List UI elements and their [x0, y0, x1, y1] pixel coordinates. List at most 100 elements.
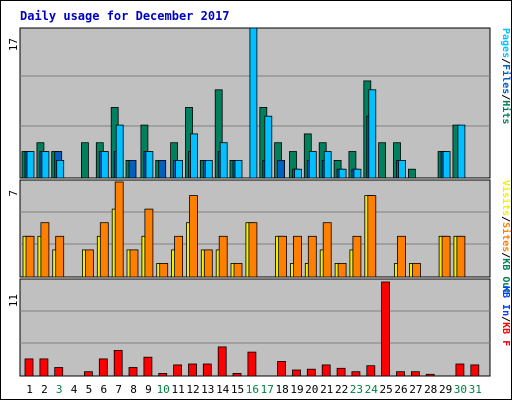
- x-label-day-8: 8: [130, 383, 137, 396]
- bottom-bar-kb-f-day-19: [292, 369, 301, 377]
- top-legend-part: Hits: [500, 100, 512, 124]
- middle-legend-part: Sites: [500, 222, 512, 252]
- bottom-panel-gridlines: [20, 310, 490, 344]
- top-legend-part: /: [500, 58, 511, 64]
- bottom-bar-kb-f-day-30: [455, 363, 465, 377]
- top-bar-pages-day-9: [145, 151, 154, 179]
- x-label-day-26: 26: [394, 383, 407, 396]
- x-label-day-14: 14: [216, 383, 230, 396]
- top-panel-bars: [21, 27, 466, 179]
- middle-bar-sites-day-12: [189, 195, 198, 278]
- top-bar-pages-day-19: [294, 168, 302, 179]
- bottom-bar-kb-f-day-1: [24, 358, 34, 377]
- x-label-day-11: 11: [171, 383, 184, 396]
- top-bar-pages-day-3: [56, 159, 65, 179]
- x-label-day-15: 15: [231, 383, 244, 396]
- x-label-day-2: 2: [41, 383, 48, 396]
- top-legend-part: /: [500, 94, 511, 100]
- middle-bar-sites-day-1: [25, 235, 35, 278]
- middle-bar-sites-day-3: [55, 235, 65, 278]
- top-bar-pages-day-17: [264, 115, 273, 179]
- middle-bar-sites-day-10: [159, 262, 169, 278]
- top-axis-legend: Pages/Files/Hits: [500, 28, 512, 124]
- middle-bar-sites-day-15: [233, 262, 243, 278]
- x-label-day-9: 9: [145, 383, 152, 396]
- x-label-day-17: 17: [261, 383, 274, 396]
- x-label-day-31: 31: [469, 383, 482, 396]
- top-bar-pages-day-7: [115, 124, 124, 179]
- middle-bar-sites-day-27: [411, 262, 421, 278]
- bottom-legend-part: KB F: [500, 322, 511, 346]
- top-bar-pages-day-22: [338, 168, 347, 179]
- top-bar-pages-day-20: [308, 151, 317, 179]
- bottom-legend-part: KB In: [500, 286, 511, 316]
- bottom-bar-kb-f-day-8: [128, 367, 138, 377]
- top-bar-pages-day-14: [219, 142, 228, 179]
- middle-legend-part: Visits: [500, 180, 512, 216]
- x-label-day-19: 19: [290, 383, 303, 396]
- middle-bar-sites-day-5: [85, 249, 94, 278]
- top-bar-pages-day-24: [368, 89, 377, 179]
- bottom-bar-kb-f-day-3: [54, 367, 64, 377]
- bottom-bar-kb-f-day-16: [247, 351, 257, 377]
- bottom-bar-kb-f-day-24: [366, 365, 376, 377]
- x-label-day-27: 27: [409, 383, 422, 396]
- middle-bar-sites-day-26: [397, 235, 406, 278]
- middle-bar-sites-day-11: [174, 235, 184, 278]
- bottom-panel-bars: [24, 281, 480, 377]
- bottom-bar-kb-f-day-18: [277, 361, 287, 377]
- x-label-day-10: 10: [157, 383, 170, 396]
- x-label-day-18: 18: [275, 383, 288, 396]
- x-label-day-25: 25: [379, 383, 392, 396]
- middle-ymax-label: 7: [7, 190, 20, 197]
- bottom-bar-kb-f-day-31: [470, 364, 480, 377]
- bottom-bar-kb-f-day-15: [232, 372, 242, 377]
- x-label-day-12: 12: [186, 383, 199, 396]
- bottom-bar-kb-f-day-25: [381, 281, 391, 377]
- top-bar-files-day-18: [277, 159, 286, 179]
- bottom-bar-kb-f-day-26: [396, 371, 405, 377]
- top-bar-pages-day-30: [457, 124, 466, 179]
- bottom-bar-kb-f-day-13: [202, 363, 212, 377]
- bottom-ymax-label: 11: [7, 294, 20, 307]
- bottom-bar-kb-f-day-10: [158, 372, 168, 377]
- chart-title: Daily usage for December 2017: [20, 9, 230, 23]
- x-label-day-7: 7: [115, 383, 122, 396]
- middle-bar-sites-day-29: [441, 235, 451, 278]
- middle-bar-sites-day-19: [293, 235, 302, 278]
- x-label-day-16: 16: [246, 383, 259, 396]
- top-bar-files-day-10: [158, 159, 167, 179]
- top-bar-pages-day-21: [323, 151, 332, 179]
- middle-bar-sites-day-7: [114, 181, 124, 278]
- x-label-day-29: 29: [439, 383, 452, 396]
- middle-bar-sites-day-24: [367, 195, 377, 278]
- top-bar-pages-day-13: [204, 159, 213, 179]
- middle-bar-sites-day-21: [322, 222, 332, 278]
- bottom-bar-kb-f-day-7: [113, 349, 123, 377]
- middle-bar-sites-day-16: [248, 222, 258, 278]
- middle-bar-sites-day-8: [129, 249, 139, 278]
- x-axis-day-labels: 1 2 3 4 5 6 7 8 9 10 11 12 13 14 15 16 17 18 19 20 21 22 23 24 2…: [26, 383, 482, 396]
- middle-bar-sites-day-14: [218, 235, 228, 278]
- top-bar-hits-day-25: [378, 142, 387, 179]
- top-ymax-label: 17: [7, 38, 20, 51]
- middle-bar-sites-day-13: [203, 249, 213, 278]
- x-label-day-23: 23: [350, 383, 363, 396]
- bottom-bar-kb-f-day-28: [425, 373, 435, 377]
- middle-bar-sites-day-22: [337, 262, 347, 278]
- top-bar-files-day-8: [128, 159, 137, 179]
- x-label-day-30: 30: [454, 383, 467, 396]
- top-bar-pages-day-26: [398, 159, 406, 179]
- top-bar-pages-day-29: [442, 151, 451, 179]
- middle-panel-bars: [22, 181, 466, 278]
- top-bar-pages-day-23: [353, 168, 362, 179]
- top-bar-pages-day-16: [249, 27, 258, 179]
- top-bar-hits-day-27: [407, 168, 416, 179]
- middle-legend-part: /: [500, 252, 511, 258]
- bottom-bar-kb-f-day-27: [410, 371, 420, 377]
- middle-bar-sites-day-2: [40, 222, 50, 278]
- middle-bar-sites-day-9: [144, 208, 154, 278]
- top-bar-pages-day-1: [26, 151, 35, 179]
- bottom-bar-kb-f-day-2: [39, 358, 49, 377]
